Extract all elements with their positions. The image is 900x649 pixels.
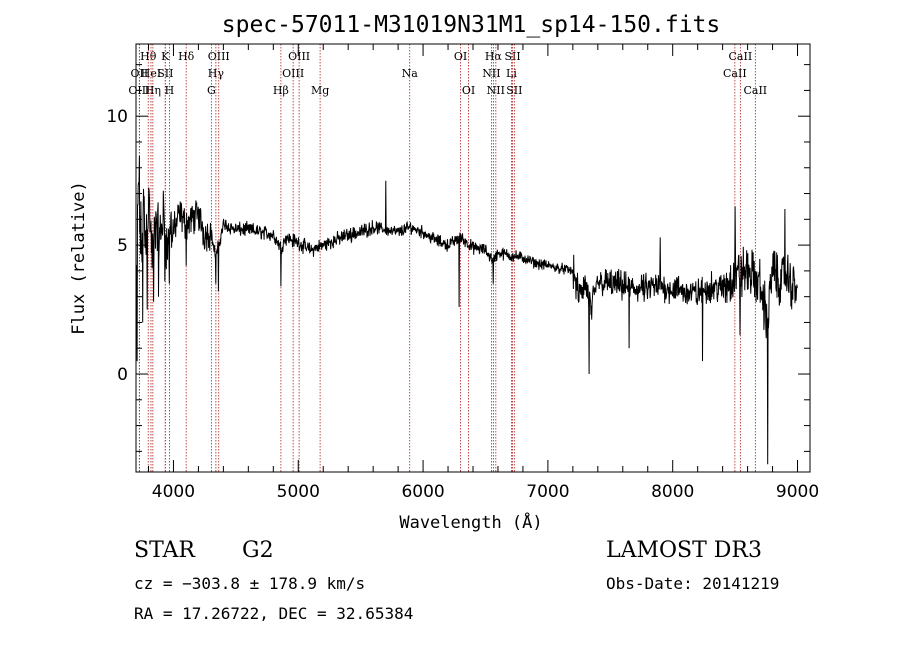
marker-label: Hδ [178,50,195,63]
marker-label: SII [157,67,173,80]
line-marker: Mg [311,44,329,472]
marker-label: OI [462,84,475,97]
marker-label: CaII [743,84,767,97]
line-marker: Na [402,44,419,472]
marker-label: NII [487,84,505,97]
marker-label: Na [402,67,419,80]
marker-label: CaII [729,50,753,63]
ra-dec-coordinates: RA = 17.26722, DEC = 32.65384 [134,604,414,623]
line-marker: Hα [485,44,503,472]
marker-label: OII [131,67,149,80]
line-marker: CaII [743,44,767,472]
marker-label: HeI [141,67,161,80]
marker-label: CaII [723,67,747,80]
marker-label: H [165,84,175,97]
line-marker: CaII [729,44,753,472]
line-marker: G [207,44,216,472]
redshift-cz: cz = −303.8 ± 178.9 km/s [134,574,366,593]
x-tick-label: 9000 [776,482,819,502]
x-tick-label: 6000 [401,482,444,502]
spectral-line-markers: OIIOIIIHθHeIHηKSIIHHδOIIIHγGHβOIIIOIIIMg… [128,44,767,472]
spectrum-line [135,156,798,465]
x-tick-label: 4000 [152,482,195,502]
y-axis-label: Flux (relative) [69,181,89,335]
object-class: STAR [134,538,195,563]
plot-frame [135,43,811,473]
marker-label: NII [482,67,500,80]
spectrum-trace [135,156,798,465]
marker-label: Hβ [273,84,289,97]
marker-label: Hη [145,84,161,97]
y-tick-label: 5 [117,236,128,256]
marker-label: OIII [282,67,304,80]
x-tick-label: 5000 [277,482,320,502]
marker-label: G [207,84,216,97]
marker-label: Mg [311,84,329,97]
axis-ticks: 4000 5000 6000 7000 8000 9000 0 5 10 [106,44,819,502]
line-marker: HeI [141,44,161,472]
line-marker: OI [454,44,467,472]
marker-label: OIII [208,50,230,63]
marker-label: Li [506,67,517,80]
y-tick-label: 0 [117,365,128,385]
x-tick-label: 7000 [526,482,569,502]
y-tick-label: 10 [106,107,128,127]
observation-date: Obs-Date: 20141219 [606,574,780,593]
object-subclass: G2 [242,538,274,563]
marker-label: SII [506,84,522,97]
x-axis-label: Wavelength (Å) [399,511,542,533]
survey-name: LAMOST DR3 [606,538,762,563]
line-marker: OI [462,44,475,472]
marker-label: Hα [485,50,503,63]
line-marker: OIII [282,44,304,472]
marker-label: Hγ [208,67,225,80]
marker-label: OIII [288,50,310,63]
line-marker: OIII [288,44,310,472]
marker-label: SII [504,50,520,63]
marker-label: OI [454,50,467,63]
marker-label: Hθ [140,50,157,63]
x-tick-label: 8000 [651,482,694,502]
chart-title: spec-57011-M31019N31M1_sp14-150.fits [222,12,721,38]
